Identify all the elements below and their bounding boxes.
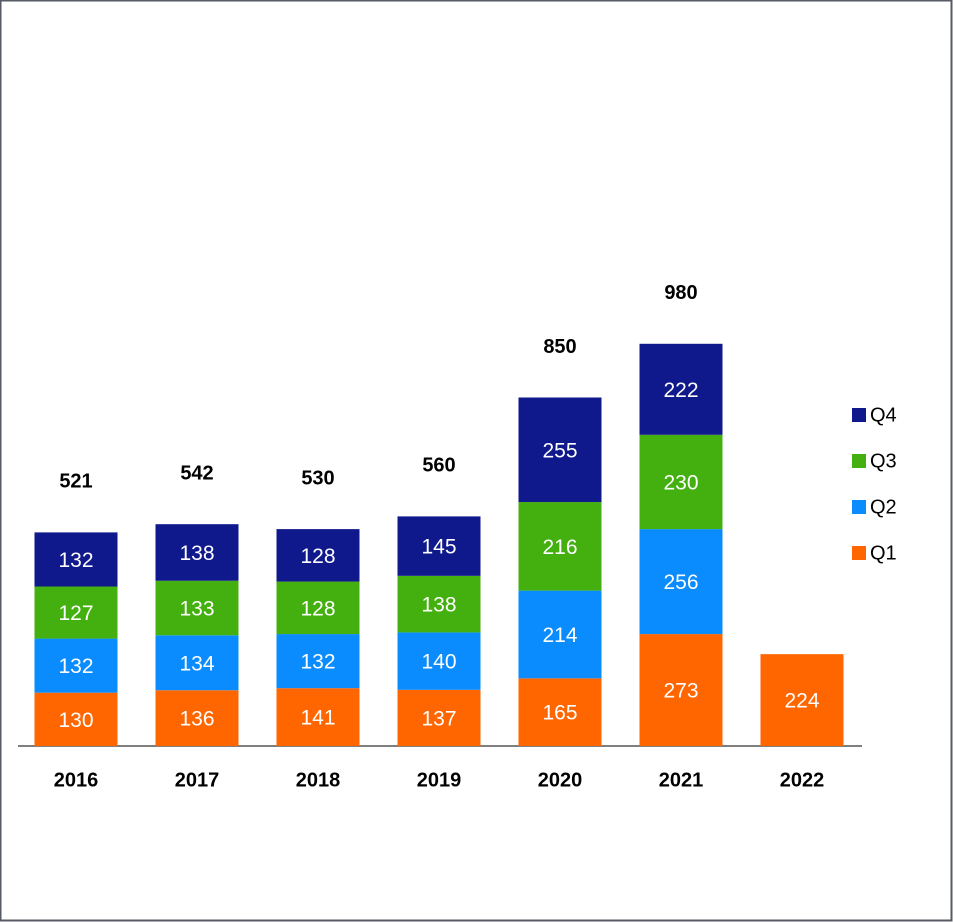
bar-segment: [155, 635, 239, 691]
segment-label: 137: [421, 707, 456, 730]
segment-label: 128: [300, 597, 335, 620]
bar-segment: [397, 632, 481, 690]
bar-segment: [518, 502, 602, 591]
bar-segment: [639, 343, 723, 435]
x-tick-label: 2022: [780, 769, 825, 791]
bar-segment: [276, 634, 360, 689]
segment-label: 230: [663, 472, 698, 495]
segment-label: 128: [300, 545, 335, 568]
legend-swatch: [852, 408, 866, 422]
segment-label: 224: [784, 690, 819, 713]
bar-segment: [155, 524, 239, 581]
segment-label: 132: [58, 549, 93, 572]
segment-label: 138: [421, 594, 456, 617]
segment-label: 145: [421, 536, 456, 559]
bar-segment: [276, 529, 360, 582]
bar-segment: [34, 692, 118, 746]
bar-segment: [639, 529, 723, 635]
segment-label: 127: [58, 602, 93, 625]
total-label: 521: [59, 471, 92, 493]
segment-label: 214: [542, 624, 577, 647]
legend-swatch: [852, 454, 866, 468]
segment-label: 222: [663, 379, 698, 402]
bar-segment: [639, 634, 723, 746]
segment-label: 140: [421, 651, 456, 674]
segment-label: 256: [663, 571, 698, 594]
segment-label: 138: [179, 542, 214, 565]
x-tick-label: 2016: [54, 769, 99, 791]
x-tick-label: 2017: [175, 769, 220, 791]
legend-label: Q1: [870, 542, 897, 564]
x-tick-label: 2018: [296, 769, 341, 791]
total-label: 530: [301, 467, 334, 489]
total-label: 560: [422, 455, 455, 477]
bar-segment: [518, 590, 602, 679]
bar-segment: [518, 678, 602, 746]
total-label: 542: [180, 462, 213, 484]
segment-label: 136: [179, 708, 214, 731]
segment-label: 132: [58, 655, 93, 678]
total-label: 980: [664, 282, 697, 304]
x-tick-label: 2020: [538, 769, 583, 791]
legend-label: Q4: [870, 404, 897, 426]
bar-segment: [397, 516, 481, 576]
bar-segment: [760, 654, 844, 746]
bar-segment: [34, 638, 118, 693]
segment-label: 130: [58, 709, 93, 732]
bar-segment: [276, 581, 360, 635]
segment-label: 165: [542, 702, 577, 725]
bar-segment: [276, 688, 360, 746]
total-label: 850: [543, 336, 576, 358]
segment-label: 273: [663, 680, 698, 703]
segment-label: 133: [179, 598, 214, 621]
legend-label: Q2: [870, 496, 897, 518]
legend-label: Q3: [870, 450, 897, 472]
segment-label: 255: [542, 439, 577, 462]
legend-swatch: [852, 500, 866, 514]
x-tick-label: 2019: [417, 769, 462, 791]
segment-label: 132: [300, 651, 335, 674]
segment-label: 216: [542, 536, 577, 559]
legend-swatch: [852, 546, 866, 560]
bar-segment: [34, 532, 118, 587]
bar-segment: [155, 690, 239, 746]
bar-segment: [639, 434, 723, 530]
bar-segment: [518, 397, 602, 503]
segment-label: 141: [300, 707, 335, 730]
bar-segment: [397, 689, 481, 746]
bar-segment: [397, 575, 481, 633]
bar-segment: [155, 580, 239, 636]
segment-label: 134: [179, 652, 214, 675]
bar-segment: [34, 586, 118, 639]
x-tick-label: 2021: [659, 769, 704, 791]
